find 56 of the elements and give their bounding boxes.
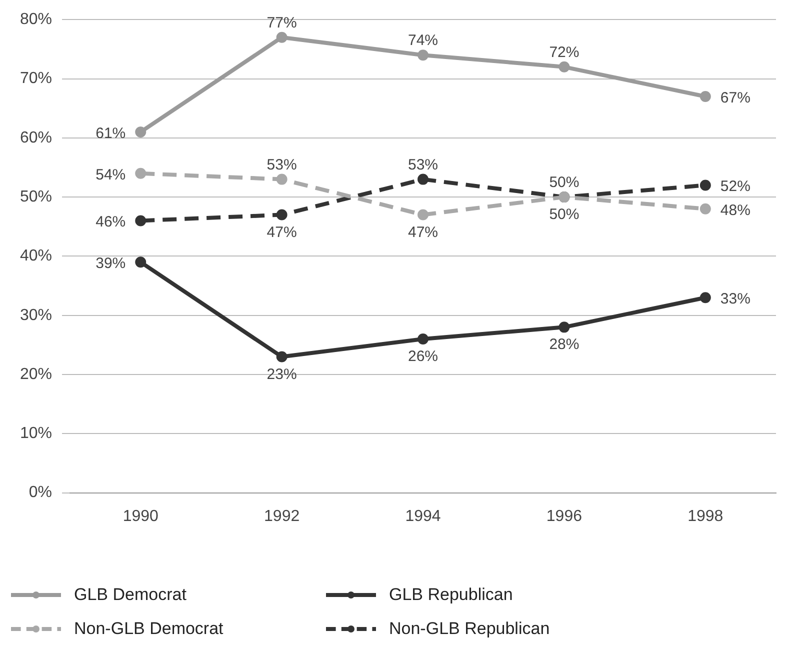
x-tick-label: 1996: [546, 508, 582, 525]
data-label: 53%: [266, 156, 297, 174]
x-tick-label: 1998: [688, 508, 724, 525]
data-label: 26%: [408, 348, 438, 366]
point: [135, 126, 146, 138]
point: [418, 334, 429, 345]
data-label: 47%: [266, 224, 297, 241]
point: [276, 209, 288, 220]
legend-label: Non-GLB Republican: [389, 619, 550, 639]
x-tick-label: 1990: [122, 508, 159, 525]
y-tick-label: 80%: [20, 11, 52, 28]
data-label: 53%: [408, 156, 438, 174]
data-label: 77%: [266, 14, 297, 32]
data-label: 48%: [720, 202, 750, 219]
y-tick-label: 50%: [20, 188, 52, 206]
y-tick-label: 30%: [20, 306, 52, 324]
x-tick-label: 1994: [405, 508, 441, 525]
point: [700, 180, 711, 191]
data-label: 50%: [549, 206, 580, 224]
point: [135, 256, 146, 268]
data-label: 46%: [96, 214, 126, 231]
legend-label: GLB Democrat: [74, 585, 186, 605]
point: [276, 351, 288, 362]
x-tick-label: 1992: [264, 508, 300, 525]
y-tick-label: 70%: [20, 70, 52, 88]
point: [135, 168, 146, 179]
data-label: 74%: [408, 32, 438, 50]
point: [700, 203, 711, 214]
point: [418, 174, 429, 185]
data-label: 28%: [549, 336, 580, 354]
data-label: 33%: [720, 290, 750, 308]
point: [276, 32, 288, 43]
point: [558, 322, 570, 333]
point: [700, 292, 711, 304]
y-tick-label: 0%: [28, 484, 52, 502]
point: [135, 215, 146, 226]
data-label: 61%: [96, 124, 126, 142]
y-tick-label: 40%: [20, 248, 52, 265]
data-label: 23%: [266, 366, 297, 383]
point: [558, 61, 570, 72]
data-label: 47%: [408, 224, 438, 241]
point: [700, 90, 711, 102]
y-tick-label: 10%: [20, 425, 52, 442]
data-label: 54%: [96, 166, 126, 184]
y-tick-label: 20%: [20, 366, 52, 383]
point: [418, 209, 429, 220]
data-label: 50%: [549, 174, 580, 192]
point: [276, 174, 288, 185]
data-label: 39%: [96, 255, 126, 272]
data-label: 52%: [720, 178, 750, 196]
data-label: 72%: [549, 44, 580, 61]
point: [418, 50, 429, 61]
legend-label: GLB Republican: [389, 585, 513, 605]
y-tick-label: 60%: [20, 129, 52, 146]
legend-label: Non-GLB Democrat: [74, 619, 224, 639]
data-label: 67%: [720, 89, 750, 106]
